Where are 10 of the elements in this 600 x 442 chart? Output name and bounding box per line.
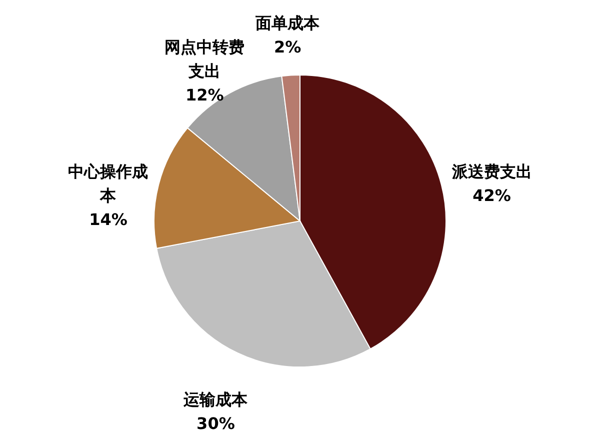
- data-label: 30%: [196, 414, 235, 434]
- data-label: 14%: [89, 210, 128, 229]
- slice-label: 中心操作成本: [68, 162, 148, 205]
- slice-label: 网点中转费支出: [164, 37, 245, 80]
- slice-label: 面单成本: [254, 13, 321, 32]
- data-label: 42%: [472, 186, 511, 205]
- data-label: 12%: [185, 85, 224, 104]
- slice-label: 运输成本: [182, 390, 249, 410]
- data-label: 2%: [274, 37, 302, 56]
- slice-label: 派送费支出: [450, 162, 532, 181]
